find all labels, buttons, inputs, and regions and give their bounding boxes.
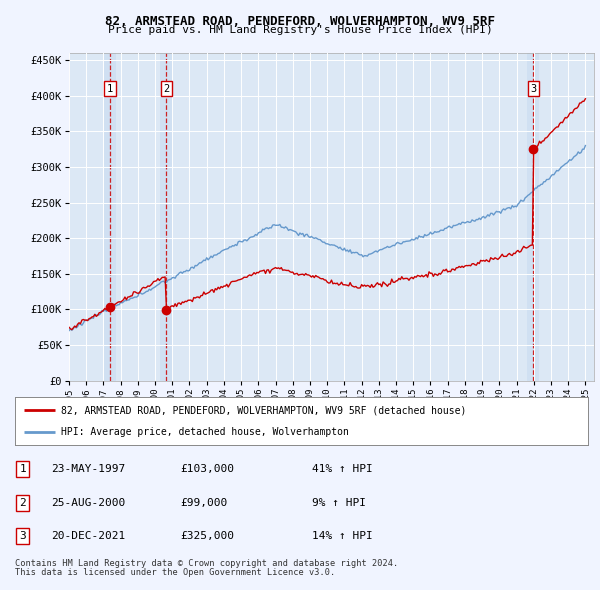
Text: Contains HM Land Registry data © Crown copyright and database right 2024.: Contains HM Land Registry data © Crown c… (15, 559, 398, 568)
Text: Price paid vs. HM Land Registry's House Price Index (HPI): Price paid vs. HM Land Registry's House … (107, 25, 493, 35)
Bar (160, 53, 172, 381)
Text: 25-AUG-2000: 25-AUG-2000 (51, 498, 125, 507)
Text: 82, ARMSTEAD ROAD, PENDEFORD, WOLVERHAMPTON, WV9 5RF: 82, ARMSTEAD ROAD, PENDEFORD, WOLVERHAMP… (105, 15, 495, 28)
Text: 9% ↑ HPI: 9% ↑ HPI (312, 498, 366, 507)
Bar (104, 53, 116, 381)
Text: 82, ARMSTEAD ROAD, PENDEFORD, WOLVERHAMPTON, WV9 5RF (detached house): 82, ARMSTEAD ROAD, PENDEFORD, WOLVERHAMP… (61, 405, 466, 415)
Text: 3: 3 (19, 532, 26, 541)
Text: 2: 2 (19, 498, 26, 507)
Text: 3: 3 (530, 84, 536, 94)
Text: HPI: Average price, detached house, Wolverhampton: HPI: Average price, detached house, Wolv… (61, 427, 349, 437)
Text: £103,000: £103,000 (180, 464, 234, 474)
Text: 1: 1 (107, 84, 113, 94)
Text: £99,000: £99,000 (180, 498, 227, 507)
Text: This data is licensed under the Open Government Licence v3.0.: This data is licensed under the Open Gov… (15, 568, 335, 577)
Text: 41% ↑ HPI: 41% ↑ HPI (312, 464, 373, 474)
Text: 23-MAY-1997: 23-MAY-1997 (51, 464, 125, 474)
Text: 20-DEC-2021: 20-DEC-2021 (51, 532, 125, 541)
Text: £325,000: £325,000 (180, 532, 234, 541)
Bar (527, 53, 539, 381)
Text: 1: 1 (19, 464, 26, 474)
Text: 14% ↑ HPI: 14% ↑ HPI (312, 532, 373, 541)
Text: 2: 2 (163, 84, 169, 94)
